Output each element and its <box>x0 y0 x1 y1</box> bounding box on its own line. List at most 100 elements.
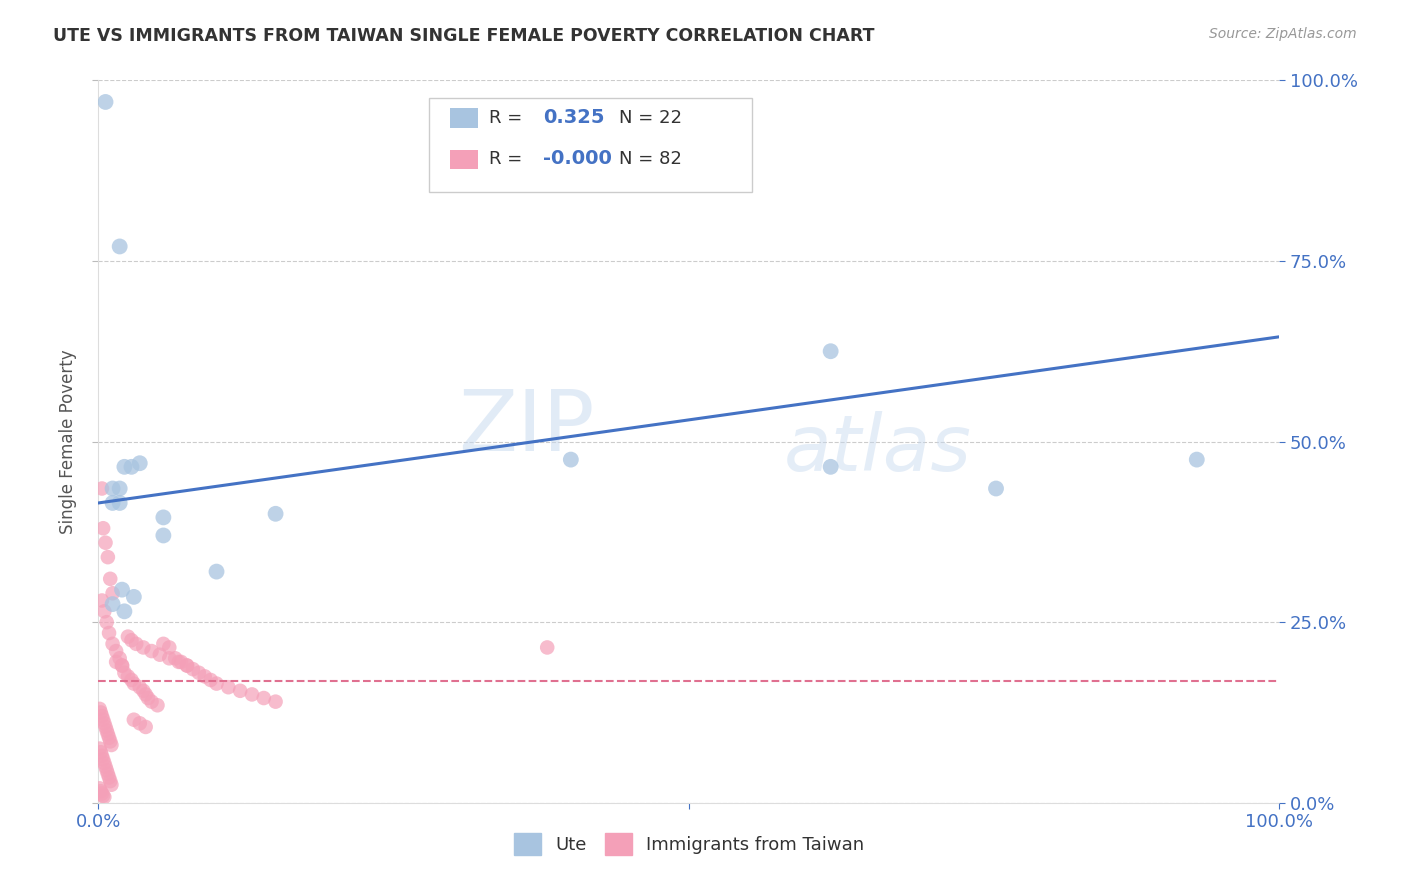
Point <box>93 716 115 731</box>
Point <box>98 774 121 789</box>
Point <box>157 651 180 665</box>
Point <box>90 745 112 759</box>
Point <box>117 669 139 683</box>
Point <box>101 496 124 510</box>
Point <box>560 452 582 467</box>
Point <box>91 482 114 496</box>
Point <box>205 676 228 690</box>
Point <box>135 687 157 701</box>
Point <box>91 752 114 766</box>
Point <box>91 748 114 763</box>
Point <box>820 344 842 359</box>
Point <box>89 781 111 796</box>
Point <box>93 604 115 618</box>
Point <box>984 482 1007 496</box>
Point <box>94 95 117 109</box>
Y-axis label: Single Female Poverty: Single Female Poverty <box>59 350 77 533</box>
Point <box>98 734 121 748</box>
Point <box>128 716 150 731</box>
Point <box>121 459 143 474</box>
Point <box>91 593 114 607</box>
Point <box>108 651 131 665</box>
Point <box>132 683 155 698</box>
Point <box>91 709 114 723</box>
Point <box>240 687 263 701</box>
Point <box>91 786 114 800</box>
Point <box>101 586 124 600</box>
Point <box>176 658 198 673</box>
Point <box>152 637 174 651</box>
Point <box>165 651 187 665</box>
Point <box>96 764 118 778</box>
Text: atlas: atlas <box>783 410 972 487</box>
Point <box>91 789 114 803</box>
Point <box>121 633 143 648</box>
Point <box>149 648 172 662</box>
Text: ZIP: ZIP <box>458 385 595 468</box>
Point <box>264 507 287 521</box>
Point <box>105 644 128 658</box>
Point <box>132 640 155 655</box>
Text: N = 22: N = 22 <box>619 109 682 127</box>
Point <box>217 680 239 694</box>
Point <box>94 535 117 549</box>
Point <box>135 720 157 734</box>
Point <box>108 482 131 496</box>
Point <box>98 771 121 785</box>
Point <box>136 691 159 706</box>
Point <box>101 482 124 496</box>
Point <box>112 604 135 618</box>
Point <box>111 658 134 673</box>
Point <box>101 597 124 611</box>
Point <box>122 676 145 690</box>
Point <box>97 727 120 741</box>
Point <box>1185 452 1208 467</box>
Point <box>253 691 276 706</box>
Point <box>94 720 117 734</box>
Point <box>536 640 558 655</box>
Point <box>89 702 111 716</box>
Point <box>128 680 150 694</box>
Point <box>93 756 115 770</box>
Point <box>125 637 148 651</box>
Point <box>128 456 150 470</box>
Point <box>100 738 122 752</box>
Point <box>141 695 163 709</box>
Point <box>111 658 134 673</box>
Point <box>90 706 112 720</box>
Point <box>167 655 190 669</box>
Point <box>152 528 174 542</box>
Point <box>122 713 145 727</box>
Point <box>98 731 121 745</box>
Point <box>200 673 222 687</box>
Point <box>157 640 180 655</box>
Legend: Ute, Immigrants from Taiwan: Ute, Immigrants from Taiwan <box>506 826 872 863</box>
Point <box>108 239 131 253</box>
Point <box>229 683 252 698</box>
Point <box>170 655 193 669</box>
Point <box>89 741 111 756</box>
Point <box>108 496 131 510</box>
Point <box>112 665 135 680</box>
Point <box>122 590 145 604</box>
Point <box>146 698 169 713</box>
Point <box>93 790 115 805</box>
Point <box>91 713 114 727</box>
Point <box>176 658 198 673</box>
Text: N = 82: N = 82 <box>619 150 682 168</box>
Point <box>264 695 287 709</box>
Point <box>121 673 143 687</box>
Point <box>101 637 124 651</box>
Point <box>187 665 209 680</box>
Point <box>820 459 842 474</box>
Point <box>90 784 112 798</box>
Point <box>97 767 120 781</box>
Point <box>96 723 118 738</box>
Text: R =: R = <box>489 109 529 127</box>
Point <box>111 582 134 597</box>
Point <box>94 760 117 774</box>
Point <box>112 459 135 474</box>
Point <box>181 662 204 676</box>
Point <box>98 626 121 640</box>
Point <box>152 510 174 524</box>
